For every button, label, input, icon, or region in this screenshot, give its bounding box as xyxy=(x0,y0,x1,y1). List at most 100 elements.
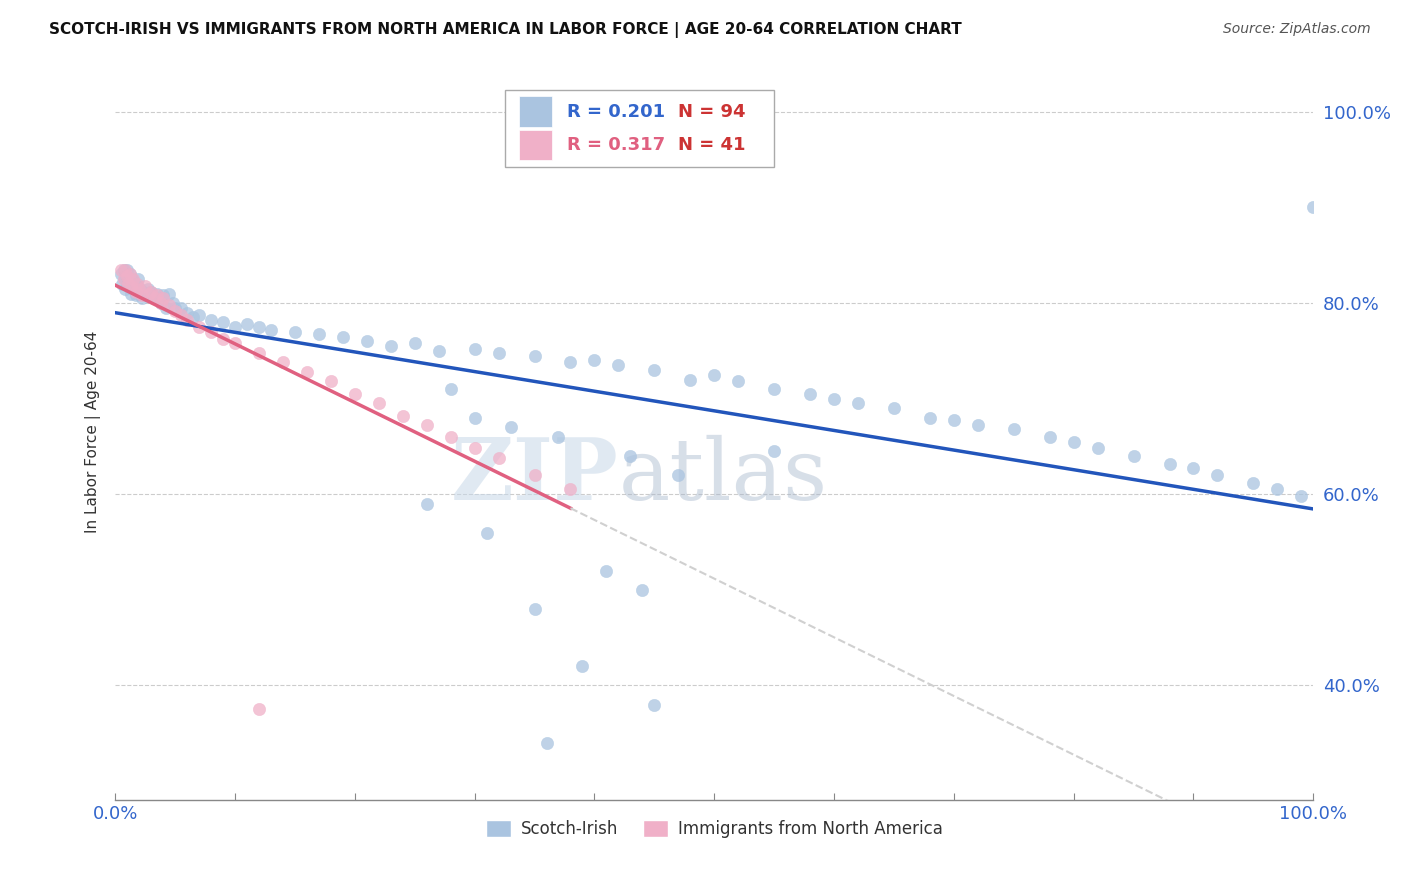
FancyBboxPatch shape xyxy=(519,129,553,161)
Point xyxy=(146,286,169,301)
Point xyxy=(319,375,342,389)
Point xyxy=(149,296,172,310)
Point xyxy=(212,332,235,346)
Point xyxy=(356,334,378,349)
Point xyxy=(112,262,135,277)
Point xyxy=(547,430,569,444)
Point xyxy=(200,325,222,339)
Point xyxy=(112,272,135,286)
Point xyxy=(115,269,138,284)
Point xyxy=(679,373,702,387)
Point xyxy=(122,282,145,296)
Point xyxy=(1002,422,1025,436)
Point xyxy=(415,497,437,511)
Point xyxy=(583,353,606,368)
FancyBboxPatch shape xyxy=(519,96,553,128)
Point xyxy=(560,483,582,497)
Point xyxy=(114,262,136,277)
Point xyxy=(128,282,150,296)
Point xyxy=(176,305,198,319)
Point xyxy=(523,468,546,483)
Point xyxy=(125,278,148,293)
Point xyxy=(236,317,259,331)
Point xyxy=(391,409,413,423)
Point xyxy=(488,450,510,465)
Point xyxy=(247,320,270,334)
Point xyxy=(1087,442,1109,456)
Point xyxy=(440,382,463,396)
Point xyxy=(132,285,155,299)
Point xyxy=(523,349,546,363)
Point xyxy=(146,288,169,302)
Point xyxy=(488,345,510,359)
Point xyxy=(464,410,486,425)
Point xyxy=(1039,430,1062,444)
Point xyxy=(117,277,139,291)
Point xyxy=(118,268,141,282)
Point xyxy=(607,358,630,372)
Point xyxy=(332,329,354,343)
Point xyxy=(1302,201,1324,215)
Point xyxy=(404,336,426,351)
Point xyxy=(122,272,145,286)
Point xyxy=(125,277,148,291)
Point xyxy=(120,286,142,301)
Point xyxy=(111,277,134,291)
Point xyxy=(343,387,366,401)
Point xyxy=(643,698,665,712)
Point xyxy=(181,310,204,325)
Point xyxy=(124,285,146,299)
Point xyxy=(631,582,654,597)
Point xyxy=(571,659,593,673)
Point xyxy=(966,418,988,433)
Point xyxy=(1265,483,1288,497)
Point xyxy=(247,345,270,359)
Point xyxy=(666,468,689,483)
Point xyxy=(1159,457,1181,471)
Point xyxy=(1182,460,1205,475)
Point xyxy=(918,410,941,425)
Point xyxy=(155,301,177,315)
Point xyxy=(152,288,174,302)
Point xyxy=(127,272,149,286)
Point xyxy=(114,272,136,286)
Point xyxy=(131,288,153,302)
Point xyxy=(134,288,156,302)
Point xyxy=(176,313,198,327)
Point xyxy=(139,285,162,299)
Point xyxy=(139,285,162,299)
Point xyxy=(114,282,136,296)
Point xyxy=(165,303,187,318)
Point xyxy=(143,291,166,305)
Point xyxy=(212,315,235,329)
Legend: Scotch-Irish, Immigrants from North America: Scotch-Irish, Immigrants from North Amer… xyxy=(479,814,949,845)
Point xyxy=(823,392,845,406)
Point xyxy=(260,323,283,337)
Text: SCOTCH-IRISH VS IMMIGRANTS FROM NORTH AMERICA IN LABOR FORCE | AGE 20-64 CORRELA: SCOTCH-IRISH VS IMMIGRANTS FROM NORTH AM… xyxy=(49,22,962,38)
Point xyxy=(643,363,665,377)
Point xyxy=(136,282,159,296)
Point xyxy=(1206,468,1229,483)
Point xyxy=(499,420,522,434)
Point xyxy=(224,320,246,334)
Point xyxy=(271,355,294,369)
Point xyxy=(157,298,180,312)
Text: R = 0.201: R = 0.201 xyxy=(567,103,665,121)
Point xyxy=(131,291,153,305)
Point xyxy=(121,272,143,286)
Point xyxy=(942,413,965,427)
Point xyxy=(1291,489,1313,503)
Point xyxy=(110,268,132,282)
Point xyxy=(536,736,558,750)
Point xyxy=(367,396,389,410)
Point xyxy=(619,449,641,463)
Point xyxy=(157,286,180,301)
Point xyxy=(464,442,486,456)
Point xyxy=(138,286,160,301)
Point xyxy=(129,282,152,296)
Point xyxy=(295,365,318,379)
Point xyxy=(464,342,486,356)
Point xyxy=(1122,449,1144,463)
Point xyxy=(110,262,132,277)
Point xyxy=(124,288,146,302)
